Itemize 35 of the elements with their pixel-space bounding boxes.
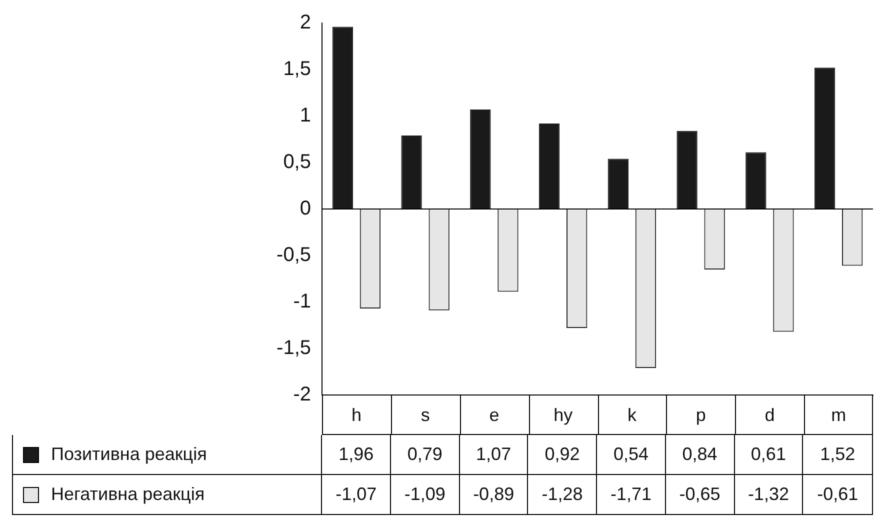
data-label: 1,52 [820,444,856,465]
data-label: 0,79 [407,444,442,465]
data-label: -1,28 [542,484,583,505]
data-label: 0,92 [544,444,580,465]
x-tick-label: m [831,404,846,425]
y-tick-label: -0,5 [276,244,311,266]
legend-label: Позитивна реакція [51,444,207,465]
data-label: 0,84 [682,444,718,465]
data-label: 0,61 [750,444,786,465]
y-tick-label: 2 [300,12,311,34]
data-label: -0,89 [473,484,514,505]
legend-label: Негативна реакція [51,484,205,505]
x-tick-label: e [489,404,500,425]
y-tick-label: -1 [293,290,311,313]
data-label: -1,71 [610,484,652,505]
x-tick-label: s [420,404,430,425]
y-tick-label: -1,5 [276,337,311,360]
y-tick-label: -2 [293,384,311,406]
y-tick-label: 1,5 [283,58,311,80]
x-tick-label: hy [554,404,573,425]
data-label: -1,09 [404,484,446,505]
x-tick-label: h [351,404,362,425]
x-tick-label: k [627,404,638,425]
x-tick-label: p [696,404,706,425]
data-label: -1,07 [336,484,377,505]
x-tick-label: d [764,404,775,425]
data-label: 1,07 [476,444,512,465]
data-label: -0,61 [817,484,858,505]
data-label: 0,54 [613,444,649,465]
y-tick-label: 1 [300,104,311,127]
data-label: 1,96 [338,444,374,465]
data-label: -1,32 [748,484,789,505]
y-tick-label: 0,5 [283,151,311,174]
data-label: -0,65 [679,484,720,505]
y-tick-label: 0 [300,198,311,220]
